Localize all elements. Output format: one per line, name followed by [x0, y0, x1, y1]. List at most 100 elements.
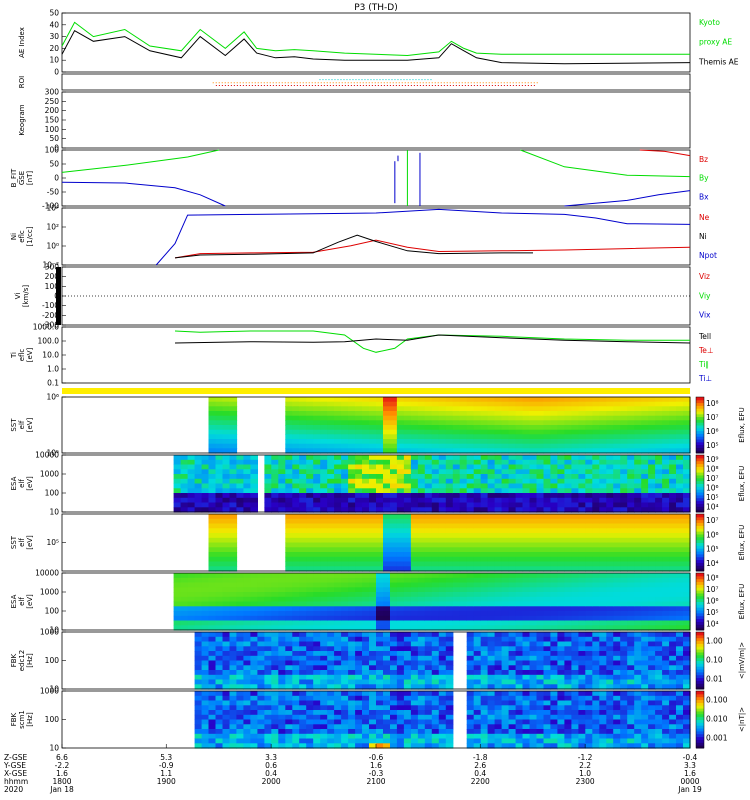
- heatmap-cell: [236, 625, 244, 631]
- heatmap-cell: [676, 655, 684, 662]
- heatmap-cell: [634, 552, 642, 558]
- colorbar-cell: [696, 669, 704, 673]
- heatmap-cell: [208, 592, 217, 598]
- heatmap-cell: [264, 646, 272, 652]
- heatmap-cell: [306, 611, 314, 617]
- heatmap-cell: [201, 497, 210, 504]
- heatmap-cell: [557, 434, 565, 440]
- heatmap-cell: [592, 561, 600, 567]
- heatmap-cell: [473, 459, 482, 466]
- heatmap-cell: [480, 469, 489, 475]
- heatmap-cell: [208, 429, 217, 435]
- heatmap-cell: [327, 660, 335, 666]
- heatmap-cell: [466, 415, 475, 421]
- legend-entry: proxy AE: [699, 38, 732, 47]
- heatmap-cell: [299, 514, 307, 520]
- heatmap-cell: [264, 729, 272, 735]
- heatmap-cell: [215, 474, 224, 480]
- heatmap-cell: [278, 625, 286, 631]
- heatmap-cell: [396, 695, 405, 702]
- heatmap-cell: [278, 493, 286, 499]
- heatmap-cell: [417, 556, 426, 563]
- heatmap-cell: [201, 483, 210, 489]
- heatmap-cell: [536, 429, 545, 435]
- heatmap-cell: [641, 552, 649, 558]
- heatmap-cell: [194, 679, 203, 685]
- heatmap-cell: [369, 434, 377, 440]
- heatmap-cell: [348, 729, 356, 735]
- heatmap-cell: [313, 700, 321, 706]
- heatmap-cell: [403, 615, 412, 622]
- heatmap-cell: [201, 615, 210, 622]
- colorbar-cell: [696, 522, 704, 526]
- heatmap-cell: [292, 488, 300, 494]
- heatmap-cell: [655, 625, 663, 631]
- heatmap-cell: [396, 542, 405, 548]
- heatmap-cell: [431, 556, 440, 563]
- heatmap-cell: [508, 700, 517, 706]
- heatmap-cell: [431, 710, 440, 716]
- heatmap-cell: [578, 547, 586, 553]
- heatmap-cell: [515, 493, 524, 499]
- heatmap-cell: [529, 601, 538, 607]
- heatmap-cell: [585, 587, 593, 593]
- heatmap-cell: [473, 547, 482, 553]
- heatmap-cell: [417, 636, 426, 643]
- heatmap-cell: [201, 714, 210, 721]
- heatmap-cell: [334, 448, 342, 454]
- heatmap-cell: [543, 596, 552, 603]
- heatmap-cell: [536, 606, 545, 612]
- heatmap-cell: [173, 592, 182, 598]
- heatmap-cell: [306, 514, 314, 520]
- heatmap-cell: [564, 636, 572, 643]
- heatmap-cell: [410, 719, 419, 725]
- heatmap-cell: [501, 665, 510, 671]
- heatmap-cell: [676, 561, 684, 567]
- heatmap-cell: [529, 733, 538, 740]
- heatmap-cell: [306, 523, 314, 529]
- heatmap-cell: [243, 582, 251, 588]
- heatmap-cell: [403, 705, 412, 711]
- heatmap-cell: [355, 632, 363, 638]
- heatmap-cell: [424, 625, 433, 631]
- heatmap-cell: [396, 415, 405, 421]
- heatmap-cell: [662, 674, 670, 681]
- heatmap-cell: [320, 425, 328, 431]
- heatmap-cell: [257, 729, 265, 735]
- heatmap-cell: [515, 632, 524, 638]
- heatmap-cell: [215, 636, 224, 643]
- heatmap-cell: [438, 695, 447, 702]
- heatmap-cell: [515, 743, 524, 749]
- heatmap-cell: [201, 705, 210, 711]
- heatmap-cell: [229, 537, 238, 544]
- heatmap-cell: [355, 660, 363, 666]
- heatmap-cell: [271, 670, 279, 676]
- heatmap-cell: [578, 523, 586, 529]
- heatmap-cell: [285, 523, 293, 529]
- heatmap-cell: [585, 425, 593, 431]
- heatmap-cell: [299, 674, 307, 681]
- heatmap-cell: [383, 556, 391, 563]
- heatmap-cell: [459, 606, 468, 612]
- heatmap-cell: [355, 459, 363, 466]
- heatmap-cell: [369, 738, 377, 744]
- heatmap-cell: [306, 507, 314, 513]
- heatmap-cell: [369, 547, 377, 553]
- heatmap-cell: [222, 502, 231, 508]
- heatmap-cell: [396, 474, 405, 480]
- heatmap-cell: [369, 632, 377, 638]
- heatmap-cell: [327, 429, 335, 435]
- heatmap-cell: [222, 397, 231, 403]
- heatmap-cell: [341, 620, 349, 626]
- heatmap-cell: [683, 641, 691, 647]
- heatmap-cell: [501, 719, 510, 725]
- heatmap-cell: [348, 556, 356, 563]
- heatmap-cell: [320, 459, 328, 466]
- heatmap-cell: [606, 429, 614, 435]
- heatmap-cell: [438, 518, 447, 525]
- heatmap-cell: [564, 488, 572, 494]
- heatmap-cell: [424, 406, 433, 412]
- heatmap-cell: [215, 665, 224, 671]
- heatmap-cell: [648, 439, 656, 445]
- heatmap-cell: [369, 411, 377, 417]
